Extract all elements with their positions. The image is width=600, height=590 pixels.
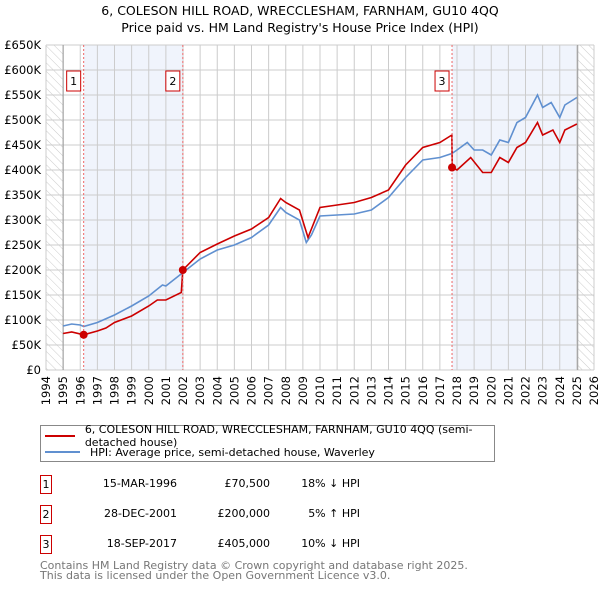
y-tick-label: £400K — [4, 163, 41, 177]
x-tick-label: 2000 — [142, 376, 156, 405]
x-tick-label: 2001 — [159, 376, 173, 405]
x-tick-label: 2021 — [501, 376, 515, 405]
sale-point — [448, 163, 457, 172]
legend: 6, COLESON HILL ROAD, WRECCLESHAM, FARNH… — [40, 423, 495, 462]
x-tick-label: 2012 — [347, 376, 361, 405]
legend-swatch-blue — [45, 451, 80, 453]
transaction-hpi: 5% ↑ HPI — [308, 507, 360, 520]
y-tick-label: £250K — [4, 238, 41, 252]
x-tick-label: 1994 — [39, 376, 53, 405]
x-tick-label: 2025 — [570, 376, 584, 405]
x-tick-label: 2026 — [587, 376, 600, 405]
marker-badge: 3 — [40, 535, 52, 554]
y-tick-label: £550K — [4, 88, 41, 102]
x-tick-label: 1996 — [73, 376, 87, 405]
title-line: 6, COLESON HILL ROAD, WRECCLESHAM, FARNH… — [101, 3, 499, 18]
x-tick-label: 2003 — [193, 376, 207, 405]
sale-point — [178, 266, 187, 274]
footer-line: Contains HM Land Registry data © Crown c… — [40, 559, 468, 572]
sale-marker-box — [434, 70, 450, 92]
x-tick-label: 2022 — [519, 376, 533, 405]
x-tick-label: 2002 — [176, 376, 190, 405]
footer: Contains HM Land Registry data © Crown c… — [40, 559, 468, 582]
x-tick-label: 1997 — [90, 376, 104, 405]
transaction-date: 18-SEP-2017 — [106, 537, 177, 550]
y-tick-label: £650K — [4, 38, 41, 52]
subtitle-line: Price paid vs. HM Land Registry's House … — [121, 20, 479, 35]
property-price-line — [62, 120, 578, 336]
hatched-range — [577, 45, 594, 370]
x-tick-label: 2006 — [245, 376, 259, 405]
hpi-line — [62, 93, 578, 328]
x-tick-label: 2023 — [536, 376, 550, 405]
shaded-range — [452, 45, 578, 370]
x-tick-label: 1995 — [56, 376, 70, 405]
y-tick-label: £0 — [26, 363, 41, 377]
transaction-date: 28-DEC-2001 — [103, 507, 177, 520]
y-tick-label: £600K — [4, 63, 41, 77]
hatched-range — [46, 45, 64, 370]
transaction-price: £70,500 — [224, 477, 271, 490]
x-tick-label: 2008 — [279, 376, 293, 405]
x-tick-label: 2010 — [313, 376, 327, 405]
sale-marker-label: 2 — [169, 75, 176, 88]
y-tick-label: £350K — [4, 188, 41, 202]
x-tick-label: 1999 — [125, 376, 139, 405]
x-tick-label: 2009 — [296, 376, 310, 405]
x-tick-label: 2015 — [399, 376, 413, 405]
x-tick-label: 2024 — [553, 376, 567, 405]
transaction-hpi: 10% ↓ HPI — [301, 537, 360, 550]
transaction-hpi: 18% ↓ HPI — [301, 477, 360, 490]
legend-item-property: 6, COLESON HILL ROAD, WRECCLESHAM, FARNH… — [45, 423, 494, 449]
x-tick-label: 2016 — [416, 376, 430, 405]
legend-item-hpi: HPI: Average price, semi-detached house,… — [45, 444, 375, 460]
sale-point — [79, 330, 88, 339]
marker-badge: 1 — [40, 475, 52, 494]
x-tick-label: 2017 — [433, 376, 447, 405]
sale-marker-label: 3 — [439, 75, 446, 88]
transaction-price: £405,000 — [217, 537, 271, 550]
chart-title: 6, COLESON HILL ROAD, WRECCLESHAM, FARNH… — [0, 2, 600, 36]
marker-badge: 2 — [40, 505, 52, 524]
x-tick-label: 1998 — [108, 376, 122, 405]
legend-label: 6, COLESON HILL ROAD, WRECCLESHAM, FARNH… — [84, 423, 473, 449]
sale-marker-box — [165, 70, 181, 92]
sale-marker-label: 1 — [70, 75, 77, 88]
transaction-price: £200,000 — [217, 507, 271, 520]
y-tick-label: £300K — [4, 213, 41, 227]
x-tick-label: 2018 — [450, 376, 464, 405]
x-tick-label: 2014 — [382, 376, 396, 405]
y-tick-label: £450K — [4, 138, 41, 152]
x-tick-label: 2011 — [330, 376, 344, 405]
x-tick-label: 2013 — [364, 376, 378, 405]
y-tick-label: £150K — [4, 288, 41, 302]
x-tick-label: 2005 — [227, 376, 241, 405]
y-tick-label: £100K — [4, 313, 41, 327]
y-tick-label: £200K — [4, 263, 41, 277]
legend-label: HPI: Average price, semi-detached house,… — [90, 445, 375, 459]
footer-line: This data is licensed under the Open Gov… — [40, 569, 391, 582]
transaction-date: 15-MAR-1996 — [102, 477, 177, 490]
sale-marker-box — [66, 70, 82, 92]
legend-swatch-red — [45, 435, 75, 437]
y-tick-label: £50K — [12, 338, 42, 352]
x-tick-label: 2007 — [262, 376, 276, 405]
x-tick-label: 2019 — [467, 376, 481, 405]
x-tick-label: 2004 — [210, 376, 224, 405]
x-tick-label: 2020 — [484, 376, 498, 405]
y-tick-label: £500K — [4, 113, 41, 127]
